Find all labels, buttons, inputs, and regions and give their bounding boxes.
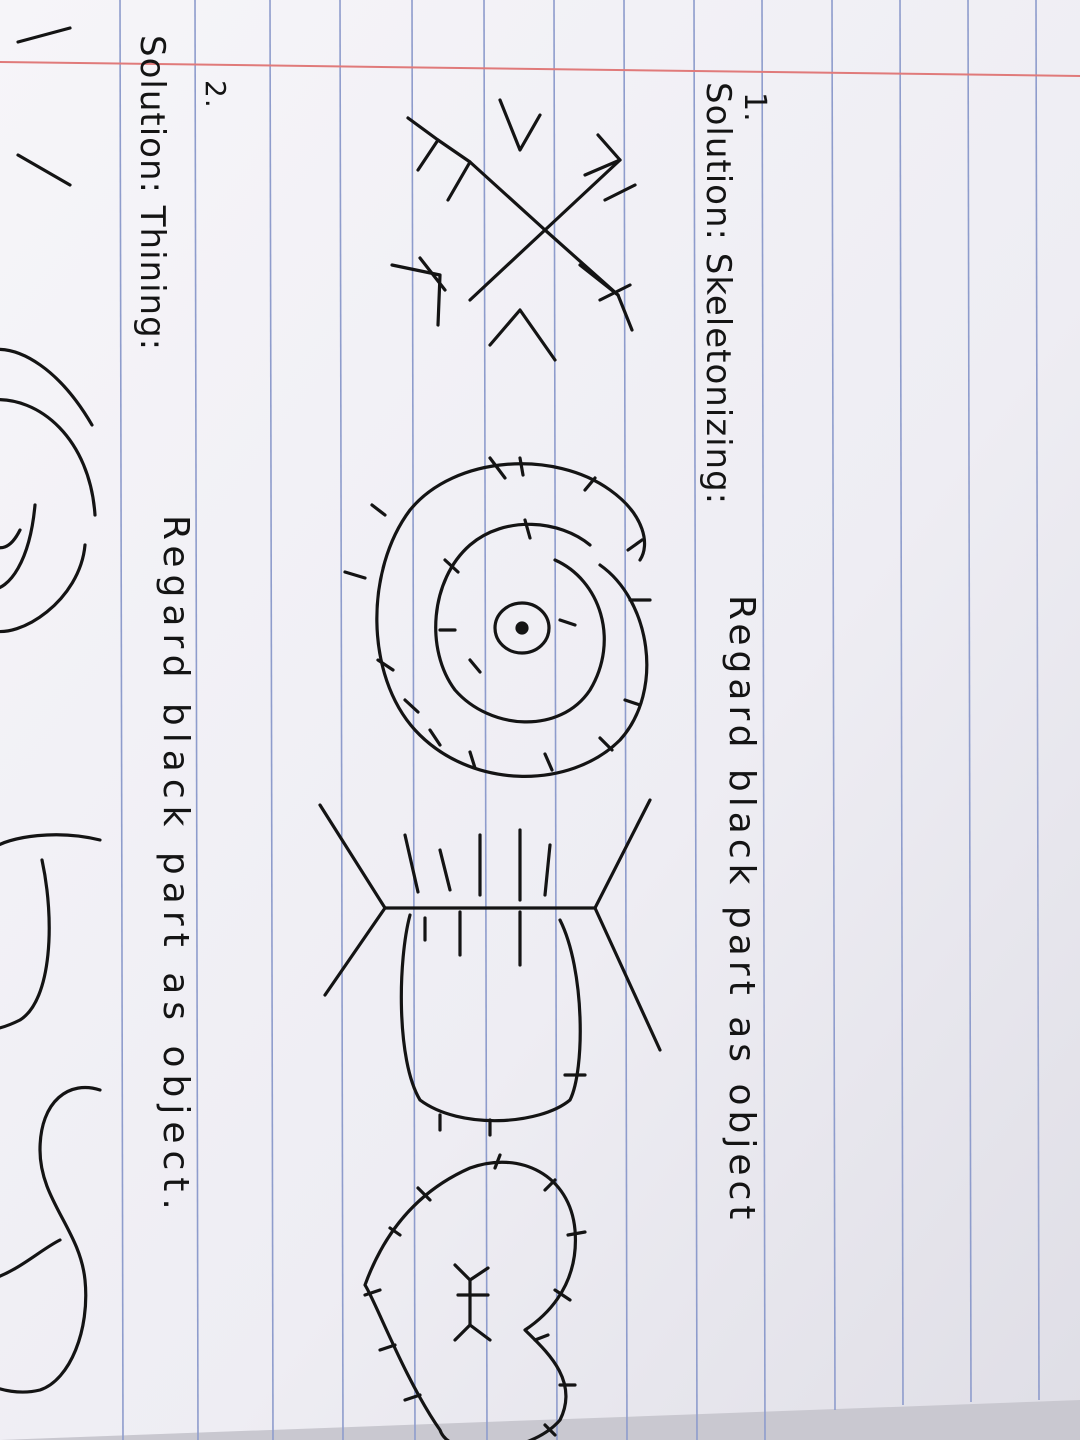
skeleton-star-drawing: [390, 98, 637, 362]
thinning-partial-drawings: [0, 26, 102, 1394]
rule-lines: [119, 0, 1040, 1440]
margin-line: [0, 61, 1080, 77]
desk-background: [0, 1400, 1080, 1440]
spiral-drawing: [343, 456, 652, 778]
square-drawing: [318, 798, 662, 1137]
heart-drawing: [363, 1153, 587, 1440]
